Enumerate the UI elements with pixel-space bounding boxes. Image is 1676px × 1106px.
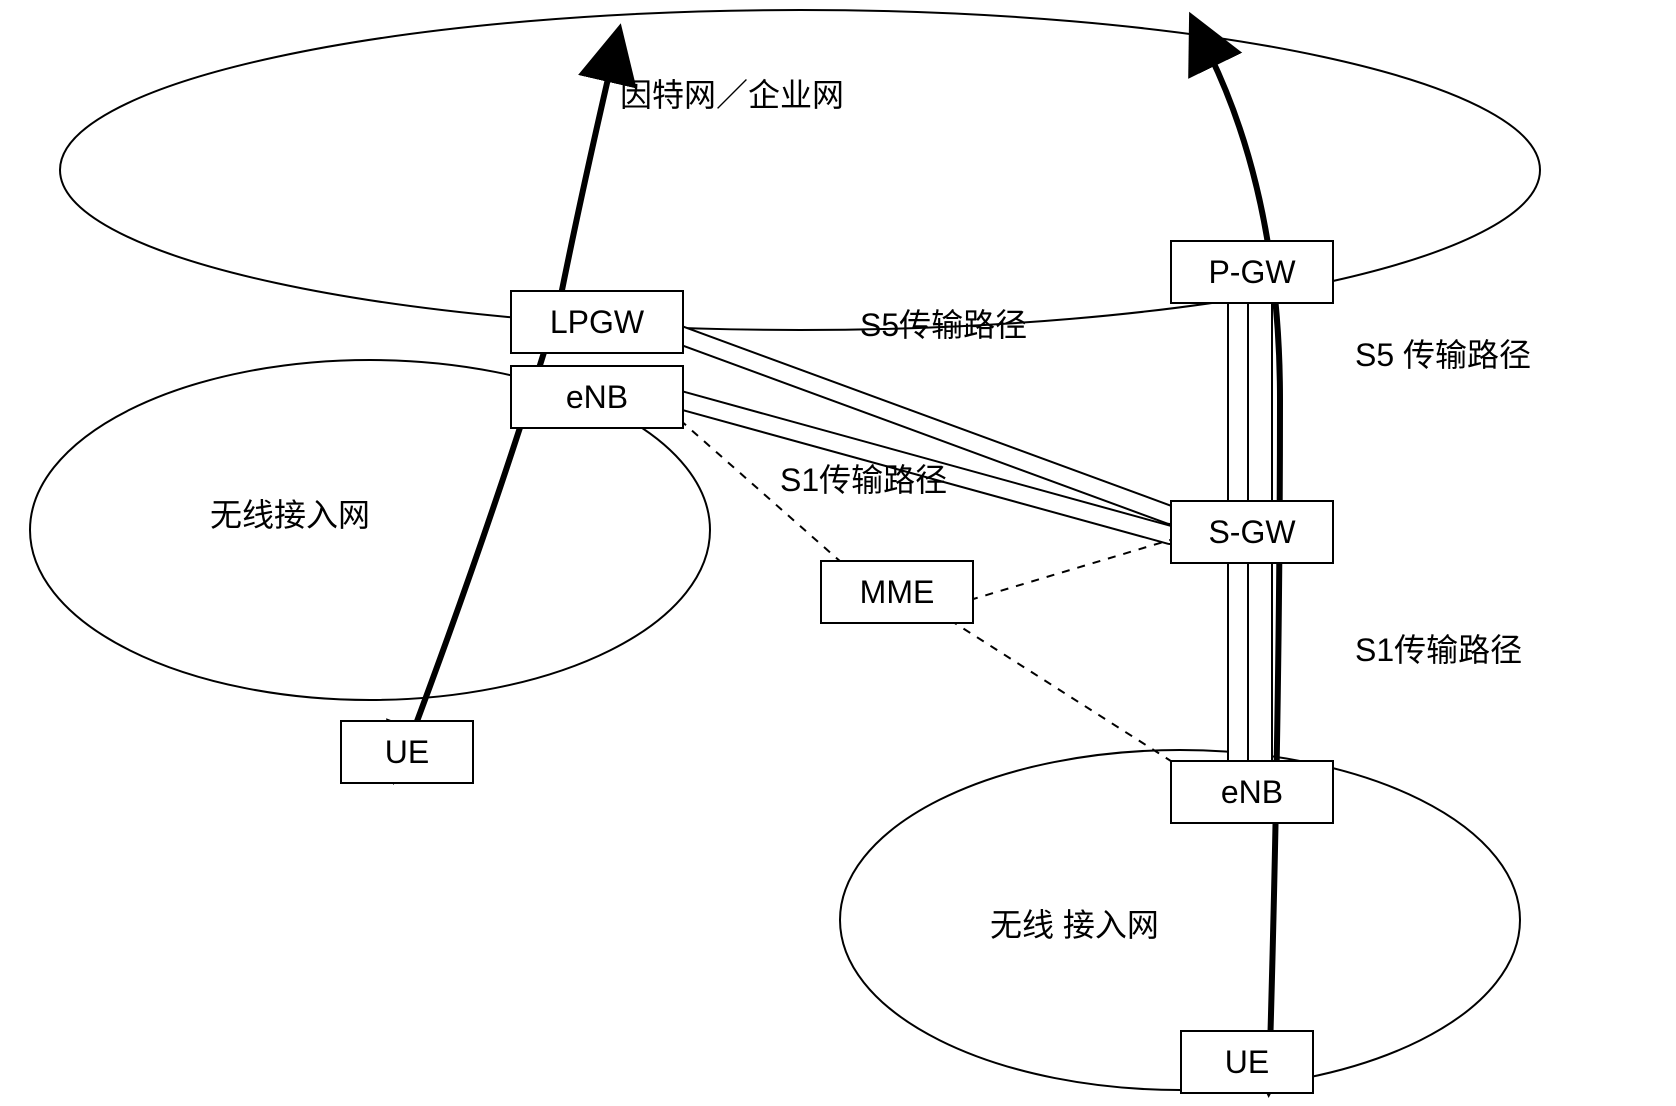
node-ue-right-label: UE bbox=[1225, 1044, 1269, 1081]
node-enb-left-label: eNB bbox=[566, 379, 628, 416]
label-ran-right-text: 无线 接入网 bbox=[990, 907, 1159, 943]
label-s1-right: S1传输路径 bbox=[1355, 625, 1522, 671]
label-s1-left-text: S1传输路径 bbox=[780, 462, 947, 498]
label-internet-text: 因特网／企业网 bbox=[620, 77, 844, 113]
node-ue-right: UE bbox=[1180, 1030, 1314, 1094]
node-mme: MME bbox=[820, 560, 974, 624]
label-s5-left: S5传输路径 bbox=[860, 300, 1027, 346]
label-ran-left: 无线接入网 bbox=[210, 490, 370, 536]
label-ran-right: 无线 接入网 bbox=[990, 900, 1159, 946]
node-lpgw-label: LPGW bbox=[550, 304, 644, 341]
node-ue-left: UE bbox=[340, 720, 474, 784]
node-enb-left: eNB bbox=[510, 365, 684, 429]
label-s1-right-text: S1传输路径 bbox=[1355, 632, 1522, 668]
svg-layer bbox=[0, 0, 1676, 1106]
label-s5-right: S5 传输路径 bbox=[1355, 330, 1531, 376]
label-s5-left-text: S5传输路径 bbox=[860, 307, 1027, 343]
node-mme-label: MME bbox=[860, 574, 935, 611]
node-pgw-label: P-GW bbox=[1208, 254, 1295, 291]
label-ran-left-text: 无线接入网 bbox=[210, 497, 370, 533]
node-sgw: S-GW bbox=[1170, 500, 1334, 564]
diagram-canvas: LPGW eNB P-GW S-GW eNB MME UE UE 因特网／企业网… bbox=[0, 0, 1676, 1106]
node-enb-right-label: eNB bbox=[1221, 774, 1283, 811]
label-s1-left: S1传输路径 bbox=[780, 455, 947, 501]
label-internet: 因特网／企业网 bbox=[620, 70, 844, 116]
node-pgw: P-GW bbox=[1170, 240, 1334, 304]
node-enb-right: eNB bbox=[1170, 760, 1334, 824]
node-lpgw: LPGW bbox=[510, 290, 684, 354]
node-sgw-label: S-GW bbox=[1208, 514, 1295, 551]
node-ue-left-label: UE bbox=[385, 734, 429, 771]
label-s5-right-text: S5 传输路径 bbox=[1355, 337, 1531, 373]
